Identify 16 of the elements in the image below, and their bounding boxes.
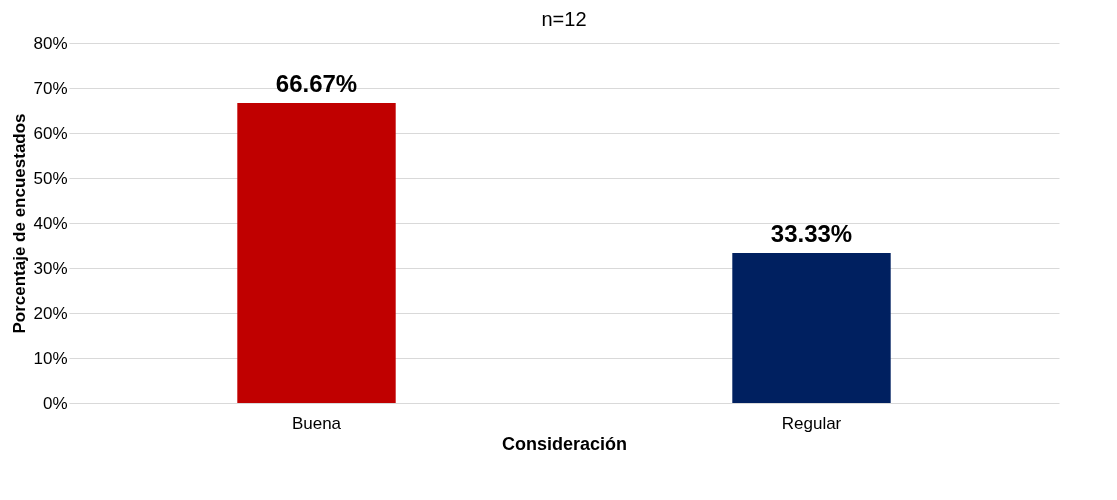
- y-tick-label: 40%: [33, 213, 68, 233]
- data-label: 33.33%: [770, 220, 853, 248]
- x-tick-label: Regular: [781, 413, 842, 433]
- y-tick-label: 80%: [33, 33, 68, 53]
- data-label: 66.67%: [275, 69, 358, 97]
- x-axis-title: Consideración: [501, 433, 628, 454]
- y-tick-label: 70%: [33, 78, 68, 98]
- y-tick-label: 30%: [33, 258, 68, 278]
- y-tick-label: 50%: [33, 168, 68, 188]
- y-tick-label: 0%: [42, 393, 68, 413]
- chart-subtitle: n=12: [541, 8, 587, 30]
- x-tick-label: Buena: [291, 413, 342, 433]
- y-tick-label: 60%: [33, 123, 68, 143]
- y-tick-label: 20%: [33, 303, 68, 323]
- y-tick-label: 10%: [33, 348, 68, 368]
- y-axis-title: Porcentaje de encuestados: [10, 113, 30, 334]
